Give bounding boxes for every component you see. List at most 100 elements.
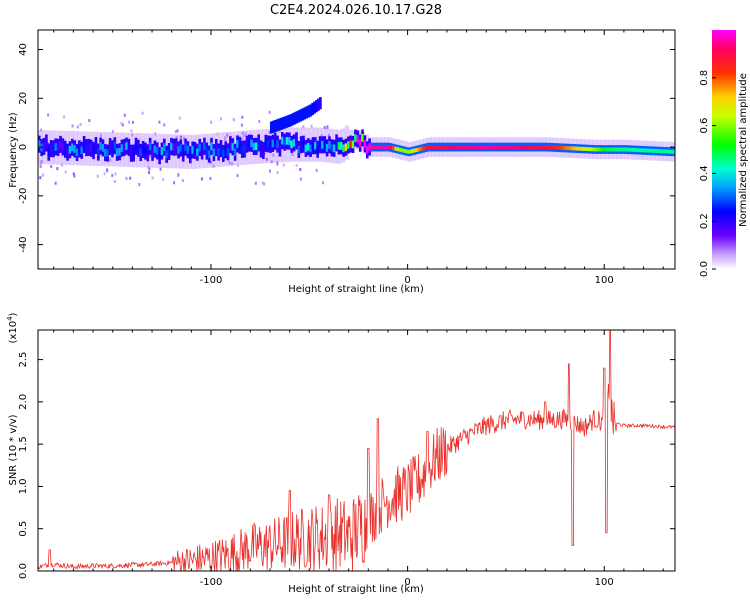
heatmap-branch-cell <box>289 114 293 127</box>
heatmap-ridge-core <box>552 145 555 150</box>
heatmap-ridge-core <box>519 145 522 150</box>
heatmap-ridge-core <box>457 145 461 150</box>
heatmap-noise-cell <box>209 160 212 164</box>
heatmap-ridge-core <box>455 145 459 150</box>
heatmap-branch-cell <box>277 118 281 131</box>
heatmap-ridge-core <box>276 140 279 148</box>
heatmap-ridge-core <box>441 145 445 150</box>
heatmap-ridge-core <box>328 140 331 149</box>
heatmap-branch-cell <box>279 117 283 130</box>
y-tick-label: -40 <box>18 236 29 252</box>
heatmap-ridge-core <box>273 137 277 146</box>
heatmap-ridge-core <box>224 145 227 154</box>
heatmap-branch-cell <box>273 119 277 133</box>
heatmap-ridge-core <box>500 145 504 150</box>
heatmap-ridge-core <box>295 136 298 145</box>
heatmap-branch-cell <box>315 99 318 113</box>
heatmap-ridge-core <box>514 145 518 150</box>
heatmap-ridge-core <box>177 146 180 154</box>
heatmap-noise-cell <box>302 125 305 129</box>
heatmap-ridge-core <box>594 147 598 152</box>
heatmap-ridge-core <box>549 145 553 150</box>
heatmap-ridge-core <box>641 148 645 153</box>
heatmap-ridge-core <box>564 146 567 150</box>
heatmap-ridge-core <box>332 144 336 153</box>
heatmap-noise-cell <box>236 163 239 167</box>
heatmap-ridge-core <box>448 145 452 150</box>
heatmap-noise-cell <box>177 173 180 177</box>
heatmap-ridge-core <box>630 147 633 152</box>
heatmap-ridge-core <box>351 140 355 149</box>
heatmap-branch-cell <box>305 106 308 119</box>
heatmap-noise-cell <box>224 136 227 140</box>
heatmap-ridge-core <box>644 148 647 153</box>
heatmap-ridge-core <box>266 140 270 148</box>
heatmap-ridge-core <box>415 148 419 152</box>
heatmap-ridge-core <box>309 144 312 153</box>
heatmap-ridge-core <box>108 142 112 151</box>
x-tick-label: 100 <box>595 577 614 588</box>
heatmap-noise-cell <box>174 130 177 134</box>
x-tick-label: 100 <box>595 275 614 286</box>
snr-scale-prefix: (x10 <box>8 321 19 344</box>
heatmap-ridge-core <box>285 136 289 145</box>
heatmap-ridge-core <box>146 148 150 157</box>
heatmap-ridge-core <box>420 146 423 151</box>
colorbar-tick-label: 0.0 <box>699 261 710 277</box>
heatmap-noise-cell <box>73 174 76 178</box>
heatmap-ridge-core <box>264 139 268 148</box>
heatmap-noise-cell <box>76 125 79 129</box>
heatmap-noise-cell <box>263 182 266 186</box>
heatmap-ridge-core <box>49 144 53 153</box>
colorbar-ticks: 0.0 0.2 0.4 0.6 0.8 <box>699 70 716 277</box>
heatmap-ridge-core <box>271 139 275 148</box>
heatmap-ridge-core <box>663 149 666 154</box>
y-tick-label: 1.0 <box>18 478 29 494</box>
heatmap-noise-cell <box>151 176 154 180</box>
heatmap-noise-cell <box>282 163 285 167</box>
heatmap-ridge-core <box>387 145 390 150</box>
heatmap-branch-cell <box>295 111 299 124</box>
heatmap-noise-cell <box>71 124 74 128</box>
heatmap-ridge-core <box>137 144 140 153</box>
spectrogram-axes: -100 0 100 40 20 0 -20 -40 <box>18 30 675 286</box>
heatmap-ridge-core <box>193 146 197 155</box>
heatmap-noise-cell <box>131 133 134 137</box>
heatmap-branch-cell <box>303 107 307 120</box>
heatmap-ridge-core <box>493 145 496 150</box>
heatmap-noise-cell <box>276 162 279 166</box>
heatmap-ridge-core <box>302 140 305 149</box>
heatmap-ridge-core <box>73 145 76 153</box>
heatmap-branch-cell <box>285 115 289 128</box>
heatmap-ridge-core <box>540 145 544 150</box>
heatmap-ridge-core <box>323 140 327 149</box>
heatmap-ridge-core <box>481 145 485 150</box>
heatmap-branch-cell <box>301 108 305 121</box>
heatmap-noise-cell <box>64 170 67 174</box>
heatmap-branch-cell <box>297 110 301 123</box>
heatmap-noise-cell <box>114 172 117 176</box>
heatmap-ridge-core <box>203 142 206 151</box>
heatmap-ridge-core <box>66 148 69 157</box>
heatmap-ridge-core <box>542 145 546 150</box>
heatmap-ridge-core <box>490 145 494 150</box>
heatmap-ridge-core <box>634 148 638 153</box>
heatmap-noise-cell <box>315 168 318 172</box>
heatmap-branch-cell <box>299 109 303 122</box>
heatmap-ridge-core <box>59 140 62 149</box>
heatmap-ridge-core <box>483 145 487 150</box>
heatmap-noise-cell <box>299 167 302 171</box>
x-tick-label: -100 <box>200 275 223 286</box>
heatmap-noise-cell <box>132 120 135 124</box>
heatmap-ridge-core <box>236 140 239 148</box>
heatmap-noise-cell <box>111 130 114 134</box>
y-tick-label: 2.0 <box>18 394 29 410</box>
heatmap-noise-cell <box>130 129 133 133</box>
heatmap-ridge-core <box>465 145 468 150</box>
heatmap-ridge-core <box>377 145 381 150</box>
heatmap-ridge-core <box>665 149 669 154</box>
heatmap-ridge-core <box>545 145 548 150</box>
heatmap-ridge-core <box>557 145 560 150</box>
heatmap-ridge-core <box>139 148 143 157</box>
heatmap-ridge-core <box>382 145 386 150</box>
